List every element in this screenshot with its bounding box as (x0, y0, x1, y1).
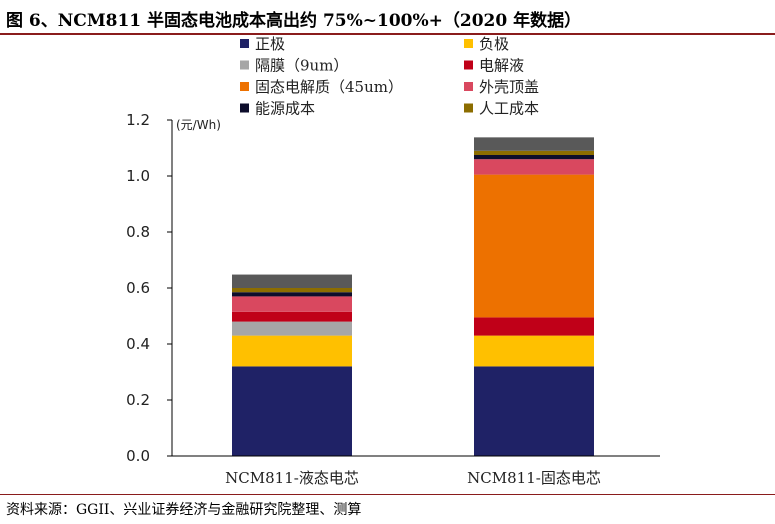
legend-swatch (240, 60, 249, 70)
bar-segment (232, 311, 352, 322)
bar-segment (474, 317, 594, 336)
bar-segment (474, 366, 594, 456)
legend-label: 正极 (255, 35, 285, 53)
bar-segment (474, 155, 594, 160)
legend-swatch (464, 82, 473, 91)
y-tick-label: 0.6 (126, 279, 150, 297)
y-tick-label: 1.0 (126, 167, 150, 185)
bar-segment (232, 288, 352, 293)
legend-label: 外壳顶盖 (479, 78, 539, 96)
bar-segment (474, 137, 594, 151)
bar-segment (474, 174, 594, 318)
y-tick-label: 1.2 (126, 111, 150, 129)
legend-swatch (240, 39, 249, 48)
legend-label: 人工成本 (479, 100, 539, 118)
bar-segment (232, 335, 352, 367)
figure-title: 图 6、NCM811 半固态电池成本高出约 75%~100%+（2020 年数据… (6, 11, 582, 31)
source-divider (0, 494, 775, 495)
chart-axes: 0.0 0.2 0.4 0.6 0.8 1.0 1.2 (元/Wh) NCM811-液态电芯 NC… (126, 111, 660, 487)
source-note: 资料来源：GGII、兴业证券经济与金融研究院整理、测算 (6, 502, 362, 518)
bar-segment (232, 321, 352, 336)
x-category-label: NCM811-固态电芯 (467, 469, 601, 487)
bar-segment (474, 335, 594, 367)
legend-swatch (464, 60, 473, 70)
y-tick-label: 0.4 (126, 335, 150, 353)
bar-segment (232, 366, 352, 456)
y-tick-label: 0.0 (126, 447, 150, 465)
bar-segment (474, 150, 594, 155)
legend-swatch (240, 103, 249, 113)
legend-swatch (240, 82, 249, 91)
legend-label: 能源成本 (255, 100, 315, 118)
unit-label: (元/Wh) (176, 118, 221, 132)
title-divider (0, 33, 775, 35)
bar-segment (232, 296, 352, 312)
bar-segment (474, 159, 594, 175)
legend-label: 固态电解质（45um） (255, 78, 403, 96)
legend-label: 负极 (479, 35, 509, 53)
y-tick-label: 0.8 (126, 223, 150, 241)
bar-segment (232, 274, 352, 288)
legend-label: 电解液 (479, 57, 524, 75)
y-tick-label: 0.2 (126, 391, 150, 409)
legend-swatch (464, 103, 473, 113)
legend-swatch (464, 39, 473, 48)
chart-bars (232, 137, 594, 456)
bar-segment (232, 292, 352, 297)
legend-label: 隔膜（9um） (255, 57, 348, 75)
x-category-label: NCM811-液态电芯 (225, 469, 359, 487)
